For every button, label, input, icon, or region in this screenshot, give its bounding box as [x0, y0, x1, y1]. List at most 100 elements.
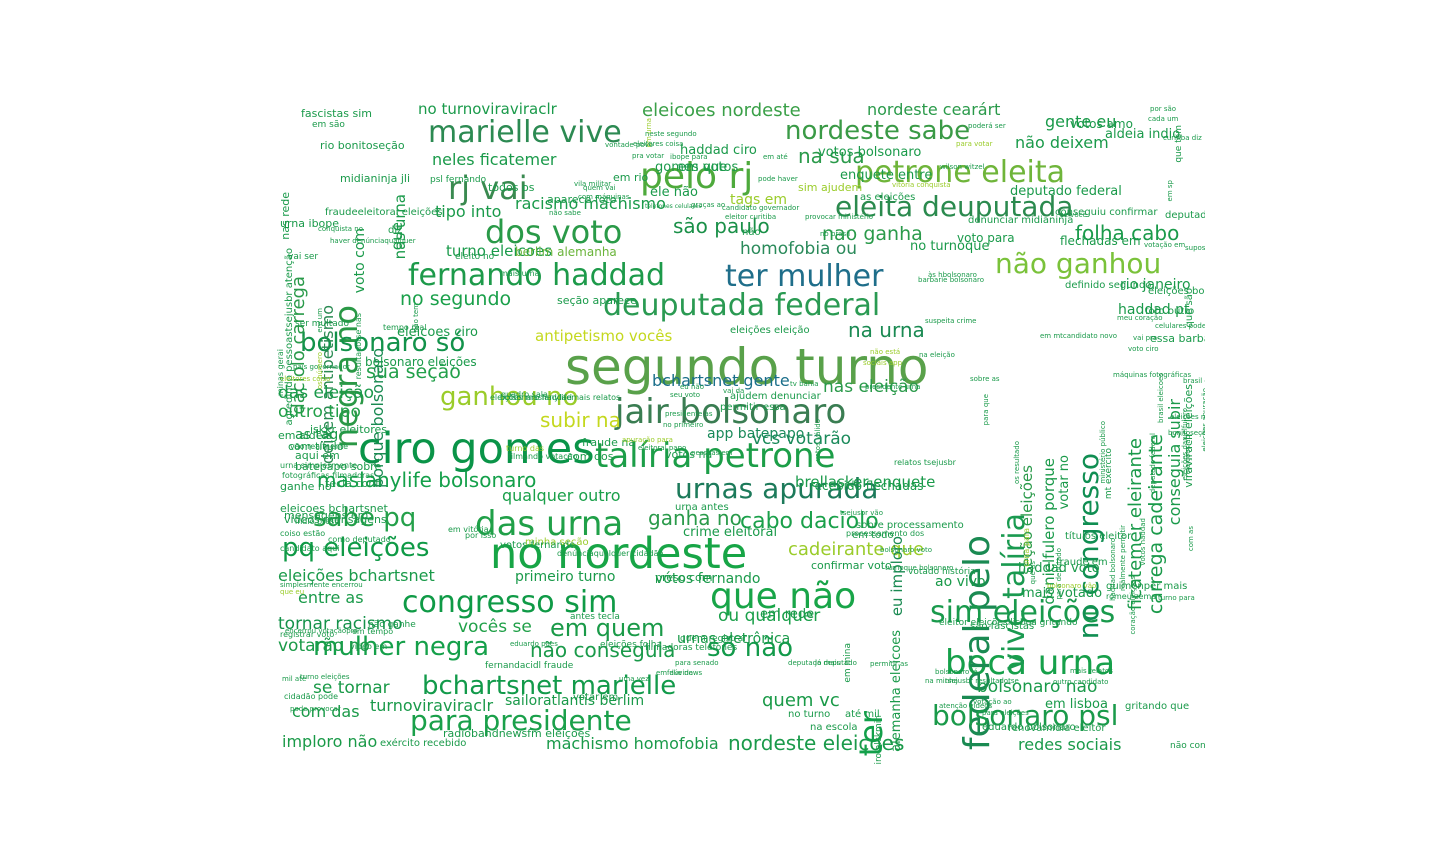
word-fascistas-sim: fascistas sim: [301, 107, 372, 120]
word-bolsonaro-vao: bolsonaro vão: [1047, 582, 1097, 590]
word-pelo-rj: pelo rj: [640, 156, 754, 197]
word-tags-em: tags em: [730, 192, 787, 208]
word-denunciaqualquer-cidadao: denúnciaqualquer cidadão: [557, 549, 664, 558]
word-eleitor-eleicoes-lisboa-gritando: eleitor eleições lisboa gritando: [939, 618, 1078, 628]
word-filmando-votacao: filmando votação: [508, 452, 578, 461]
word-ele-nao: ele não: [650, 185, 698, 200]
word-votacao-ao: votação ao: [973, 698, 1012, 706]
word-urna-simplesmente: urna simplesmente: [280, 461, 358, 470]
word-em-sao: em são: [312, 120, 345, 130]
word-essa-barbarie: essa barbarie: [1150, 332, 1205, 345]
word-nao-conseguia: não conseguia: [530, 638, 676, 662]
word-nao: não: [742, 227, 761, 238]
word-radiobandnewsfm-eleicoes: radiobandnewsfm eleições: [443, 727, 591, 740]
word-no-segundo: no segundo: [400, 288, 512, 310]
word-votos-bolsonaro: votos bolsonaro: [818, 145, 922, 160]
word-uma-vez: uma vez: [619, 675, 649, 683]
word-nordeste-sabe: nordeste sabe: [785, 116, 971, 146]
word-pode-provocar: pode provocar: [290, 705, 341, 713]
word-em-quem: em quem: [550, 614, 665, 642]
word-candidato-aqui: candidato aqui: [280, 544, 340, 553]
word-preso-com: preso com: [655, 571, 713, 584]
word-batepapo-sobre: batepapo sobre: [295, 460, 382, 473]
word-nao-conseguiu: não conseguiu: [1170, 741, 1205, 751]
word-sobre-processamento: sobre processamento: [856, 520, 964, 531]
word-deputado-federal: deputado federal: [1149, 433, 1157, 494]
word-eleicoes-bchartsnet: eleições bchartsnet: [278, 566, 435, 585]
word-secao-aparece: seção aparece: [557, 294, 637, 307]
word-bolsonaro-ja: bolsonaro já: [935, 668, 978, 676]
word-nas-eleicao: nas eleição: [823, 377, 919, 397]
word-vai-ser: vai ser: [288, 252, 319, 262]
word-brasil-eleicoes: brasil eleições: [1183, 377, 1205, 385]
word-cadeirante-que: cadeirante que: [788, 539, 925, 560]
word-no-turnoque: no turnoque: [910, 239, 990, 254]
word-registrar-voto: registrar voto: [280, 630, 335, 639]
word-votarao-no: votarão no: [278, 636, 370, 656]
word-telefones-celulares: telefones celulares: [645, 203, 702, 210]
word-eleicoes-renovamidia: eleições renovamidia: [1170, 413, 1205, 421]
word-urna-ibope: urna ibope: [280, 217, 340, 230]
word-turno-das: turno das: [506, 444, 545, 453]
word-renovamidia-eleitor: renovamidia eleitor: [1008, 723, 1106, 734]
word-na-escola: na escola: [810, 722, 858, 733]
word-tsejusbr-resultadotse: tsejusbr resultadotse: [945, 677, 1019, 685]
word-em-aldeia: em aldeia: [278, 429, 333, 442]
word-vcs-votarao: vcs votarão: [752, 429, 852, 449]
word-eduardo-bolsonaro: eduardo bolsonaro: [982, 722, 1076, 733]
word-ou-qualquer: ou qualquer: [718, 606, 821, 626]
word-aldeia-indio: aldeia indio: [1105, 127, 1181, 142]
word-cada-um: cada um: [1148, 115, 1179, 123]
word-que-tem: que tem: [1174, 125, 1184, 163]
word-quadro-sala: quadro sala: [501, 390, 548, 399]
word-ibope-para: ibope para: [670, 153, 708, 161]
word-mulher-negra: mulher negra: [313, 632, 490, 662]
word-em-rede: em rede: [760, 607, 815, 622]
word-brasil-eleicoes: brasil eleicoes: [1157, 373, 1165, 423]
word-realmente-permitir: realmente permitir: [1119, 525, 1127, 591]
word-eleita-deuputada: eleita deuputada: [835, 190, 1074, 223]
word-vila-militar: vila militar: [574, 180, 612, 188]
word-eleicoes-maslanylifemais-relatos: eleições maslanylifemais relatos: [490, 393, 621, 402]
word-fake-news: fake news: [667, 669, 703, 677]
word-eleicoes-eleicao: eleições eleição: [730, 325, 810, 336]
word-por-sao: por são: [1150, 105, 1177, 113]
word-mais-votado: mais votado: [1022, 586, 1103, 601]
word-podera-ser: poderá ser: [968, 122, 1006, 130]
word-neles-ficatemer: neles ficatemer: [432, 150, 557, 169]
word-pessoas-em: pessoas em: [691, 449, 733, 457]
word-vai-da: vai da: [723, 387, 745, 395]
word-provocar-ministerio: provocar ministério: [805, 213, 874, 221]
word-jair-bolsonaro: jair bolsonaro: [615, 392, 847, 432]
word-urna-antes: urna antes: [675, 502, 729, 513]
word-que-nao: que não: [710, 576, 857, 617]
word-voto-ciro: voto ciro: [1128, 345, 1159, 353]
word-na-sua: na sua: [798, 144, 865, 168]
word-folha-cabo: folha cabo: [1075, 221, 1180, 245]
word-tv-bahia: tv bahia: [790, 380, 819, 388]
word-guimenper-mais: guimenper mais: [1106, 581, 1188, 592]
word-votos-amo: votos amo: [1070, 117, 1133, 131]
word-mais-uma: mais uma: [500, 269, 540, 278]
word-suspeita-crime: suspeita crime: [925, 317, 977, 325]
word-para-que: para que: [982, 394, 990, 426]
word-votos-fernando: vótos fernando: [655, 571, 761, 587]
word-pq-eleicoes: pq eleições: [282, 533, 430, 563]
word-entre-as: entre as: [298, 588, 364, 607]
word-voto-para: voto para: [957, 231, 1015, 245]
word-tsejusbr-vao: tsejusbr vão: [840, 509, 883, 517]
word-para-deputado: para deputado: [1055, 548, 1063, 600]
word-barbarie-bolsonaro: barbarie bolsonaro: [918, 276, 985, 284]
word-antipetismo-voces: antipetismo vocês: [535, 327, 673, 345]
word-meu-coracao: meu coração: [1117, 314, 1163, 322]
word-fraudeeleitoral-eleicoes: fraudeeleitoral eleições: [325, 207, 443, 218]
word-eleitoral-papo: eleitoral papo: [638, 444, 687, 452]
word-haddad-bolsonaro: haddad bolsonaro: [1109, 538, 1117, 601]
word-ter-mulher: ter mulher: [725, 259, 884, 294]
word-marielle-vive: marielle vive: [428, 115, 622, 150]
word-haddad-voto: haddad voto: [1018, 561, 1100, 576]
word-sim-ajudem: sim ajudem: [798, 181, 863, 194]
word-os-resultado: os resultado: [1013, 441, 1021, 484]
word-se-tornar: se tornar: [313, 678, 390, 698]
word-crime-eleitoral: crime eleitoral: [683, 525, 778, 540]
